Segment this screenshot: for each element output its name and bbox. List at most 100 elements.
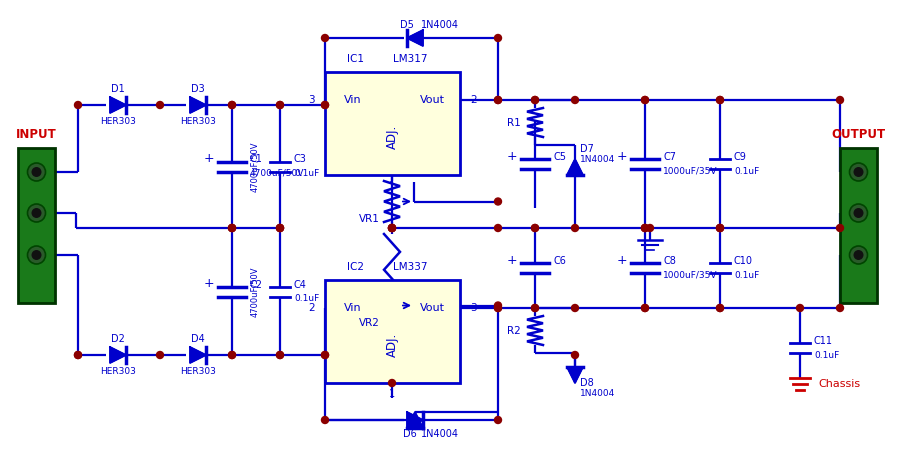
Text: 2: 2 bbox=[470, 95, 477, 105]
Circle shape bbox=[642, 97, 649, 104]
Circle shape bbox=[229, 101, 236, 108]
Circle shape bbox=[321, 101, 328, 108]
Text: Vin: Vin bbox=[344, 95, 362, 105]
Text: 1N4004: 1N4004 bbox=[580, 156, 616, 164]
Circle shape bbox=[321, 35, 328, 42]
Circle shape bbox=[32, 250, 41, 260]
Circle shape bbox=[229, 225, 236, 232]
Circle shape bbox=[75, 352, 82, 359]
Text: C8: C8 bbox=[663, 256, 676, 266]
Circle shape bbox=[321, 101, 328, 108]
Circle shape bbox=[642, 225, 649, 232]
Circle shape bbox=[276, 101, 284, 108]
Circle shape bbox=[276, 225, 284, 232]
Circle shape bbox=[716, 225, 724, 232]
Text: VR2: VR2 bbox=[359, 318, 380, 328]
Circle shape bbox=[532, 225, 538, 232]
Circle shape bbox=[532, 97, 538, 104]
Text: D4: D4 bbox=[191, 334, 205, 344]
Text: +: + bbox=[203, 277, 214, 290]
Circle shape bbox=[276, 101, 284, 108]
Text: +: + bbox=[507, 254, 517, 267]
Text: INPUT: INPUT bbox=[16, 127, 57, 141]
Text: 1000uF/35V: 1000uF/35V bbox=[663, 270, 717, 280]
Circle shape bbox=[532, 304, 538, 311]
Circle shape bbox=[572, 225, 579, 232]
Text: Vin: Vin bbox=[344, 303, 362, 313]
Circle shape bbox=[389, 225, 395, 232]
Circle shape bbox=[28, 163, 46, 181]
Text: +: + bbox=[507, 149, 517, 163]
Circle shape bbox=[642, 225, 649, 232]
Circle shape bbox=[229, 225, 236, 232]
Text: C9: C9 bbox=[734, 152, 747, 162]
Text: 1N4004: 1N4004 bbox=[580, 389, 616, 397]
Circle shape bbox=[796, 304, 804, 311]
Text: OUTPUT: OUTPUT bbox=[832, 127, 886, 141]
Text: Chassis: Chassis bbox=[818, 379, 860, 389]
Circle shape bbox=[494, 302, 501, 309]
Circle shape bbox=[642, 304, 649, 311]
Polygon shape bbox=[110, 347, 126, 363]
Text: 0.1uF: 0.1uF bbox=[294, 169, 320, 178]
Bar bbox=[840, 148, 877, 303]
Text: VR1: VR1 bbox=[359, 214, 380, 225]
Circle shape bbox=[853, 208, 863, 218]
Circle shape bbox=[716, 304, 724, 311]
Text: D1: D1 bbox=[111, 84, 125, 94]
Text: 0.1uF: 0.1uF bbox=[734, 270, 760, 280]
Circle shape bbox=[494, 417, 501, 424]
Text: 1: 1 bbox=[390, 181, 396, 191]
Circle shape bbox=[642, 225, 649, 232]
Text: 3: 3 bbox=[309, 95, 315, 105]
Circle shape bbox=[157, 101, 164, 108]
Circle shape bbox=[836, 97, 843, 104]
Text: D5: D5 bbox=[400, 20, 414, 30]
Text: 0.1uF: 0.1uF bbox=[734, 167, 760, 176]
Circle shape bbox=[716, 97, 724, 104]
Circle shape bbox=[276, 352, 284, 359]
Circle shape bbox=[853, 167, 863, 177]
Circle shape bbox=[494, 304, 501, 311]
Text: C1: C1 bbox=[250, 155, 263, 164]
Circle shape bbox=[321, 417, 328, 424]
Circle shape bbox=[321, 352, 328, 359]
Text: LM337: LM337 bbox=[392, 262, 427, 272]
Text: D8: D8 bbox=[580, 378, 594, 388]
Circle shape bbox=[494, 97, 501, 104]
Polygon shape bbox=[407, 412, 423, 428]
Circle shape bbox=[321, 352, 328, 359]
Circle shape bbox=[276, 225, 284, 232]
Circle shape bbox=[229, 101, 236, 108]
Text: 1000uF/35V: 1000uF/35V bbox=[663, 167, 717, 176]
Circle shape bbox=[853, 250, 863, 260]
Circle shape bbox=[276, 225, 284, 232]
Circle shape bbox=[494, 225, 501, 232]
Circle shape bbox=[532, 225, 538, 232]
Text: ADJ.: ADJ. bbox=[386, 333, 399, 357]
Polygon shape bbox=[567, 367, 583, 383]
Circle shape bbox=[28, 204, 46, 222]
Circle shape bbox=[389, 225, 395, 232]
Polygon shape bbox=[190, 97, 206, 113]
Polygon shape bbox=[110, 97, 126, 113]
Circle shape bbox=[32, 208, 41, 218]
Text: IC1: IC1 bbox=[346, 54, 364, 64]
Text: C3: C3 bbox=[294, 155, 307, 164]
Circle shape bbox=[532, 97, 538, 104]
Polygon shape bbox=[407, 412, 423, 428]
Circle shape bbox=[836, 304, 843, 311]
Text: 4700uF/50V: 4700uF/50V bbox=[250, 266, 259, 317]
Text: C2: C2 bbox=[250, 280, 263, 290]
Text: 4700uF/50V: 4700uF/50V bbox=[250, 169, 304, 178]
Text: 1N4004: 1N4004 bbox=[421, 20, 459, 30]
Text: 3: 3 bbox=[470, 303, 477, 313]
Circle shape bbox=[572, 304, 579, 311]
Circle shape bbox=[494, 35, 501, 42]
Text: D2: D2 bbox=[111, 334, 125, 344]
Circle shape bbox=[642, 304, 649, 311]
Text: C11: C11 bbox=[814, 336, 833, 346]
Circle shape bbox=[389, 380, 395, 387]
Text: HER303: HER303 bbox=[100, 367, 136, 375]
Circle shape bbox=[850, 246, 868, 264]
